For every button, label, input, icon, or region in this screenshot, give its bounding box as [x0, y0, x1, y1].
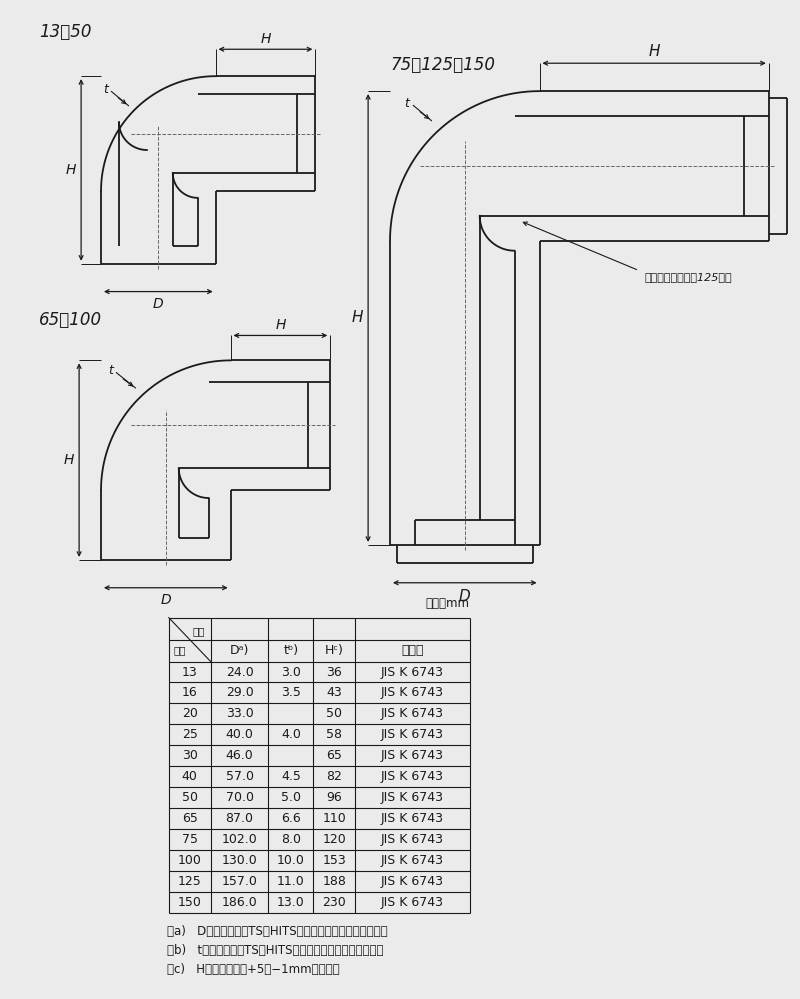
Text: 16: 16 [182, 686, 198, 699]
Text: 65: 65 [326, 749, 342, 762]
Text: 30: 30 [182, 749, 198, 762]
Text: 注a)   Dの許容差は、TS・HITS継手受口共通寸法図による。: 注a) Dの許容差は、TS・HITS継手受口共通寸法図による。 [167, 925, 387, 938]
Text: 注b)   tの許容差は、TS・HITS継手受口共通寸法図による。: 注b) tの許容差は、TS・HITS継手受口共通寸法図による。 [167, 944, 383, 957]
Text: 120: 120 [322, 833, 346, 846]
Text: t: t [103, 83, 109, 96]
Text: 157.0: 157.0 [222, 875, 258, 888]
Text: tᵇ): tᵇ) [283, 644, 298, 657]
Text: 153: 153 [322, 854, 346, 867]
Text: JIS K 6743: JIS K 6743 [381, 896, 444, 909]
Text: 4.0: 4.0 [281, 728, 301, 741]
Text: D: D [161, 592, 171, 606]
Text: JIS K 6743: JIS K 6743 [381, 791, 444, 804]
Text: 注c)   Hの許容差は、+5／−1mmとする。: 注c) Hの許容差は、+5／−1mmとする。 [167, 963, 339, 976]
Text: 70.0: 70.0 [226, 791, 254, 804]
Text: 110: 110 [322, 812, 346, 825]
Text: H: H [66, 163, 76, 177]
Text: 13.0: 13.0 [277, 896, 305, 909]
Text: 24.0: 24.0 [226, 665, 254, 678]
Text: D: D [459, 589, 470, 604]
Text: 57.0: 57.0 [226, 770, 254, 783]
Text: JIS K 6743: JIS K 6743 [381, 833, 444, 846]
Text: D: D [153, 297, 163, 311]
Text: t: t [405, 97, 410, 110]
Text: 100: 100 [178, 854, 202, 867]
Text: Dᵃ): Dᵃ) [230, 644, 250, 657]
Text: 40: 40 [182, 770, 198, 783]
Text: 36: 36 [326, 665, 342, 678]
Text: 96: 96 [326, 791, 342, 804]
Text: 単位：mm: 単位：mm [426, 597, 470, 610]
Text: 58: 58 [326, 728, 342, 741]
Text: 186.0: 186.0 [222, 896, 258, 909]
Text: JIS K 6743: JIS K 6743 [381, 770, 444, 783]
Text: 規　格: 規 格 [402, 644, 424, 657]
Text: 29.0: 29.0 [226, 686, 254, 699]
Text: JIS K 6743: JIS K 6743 [381, 686, 444, 699]
Text: 75・125・150: 75・125・150 [390, 56, 495, 74]
Text: H: H [260, 32, 270, 46]
Text: t: t [109, 364, 114, 377]
Text: JIS K 6743: JIS K 6743 [381, 812, 444, 825]
Text: 87.0: 87.0 [226, 812, 254, 825]
Text: H: H [64, 454, 74, 468]
Text: 5.0: 5.0 [281, 791, 301, 804]
Text: JIS K 6743: JIS K 6743 [381, 728, 444, 741]
Text: 4.5: 4.5 [281, 770, 301, 783]
Text: 33.0: 33.0 [226, 707, 254, 720]
Text: 記号: 記号 [193, 625, 205, 635]
Text: 13～50: 13～50 [39, 23, 92, 41]
Text: 10.0: 10.0 [277, 854, 305, 867]
Text: 150: 150 [178, 896, 202, 909]
Text: コーナーリブは、125のみ: コーナーリブは、125のみ [644, 272, 732, 282]
Text: 125: 125 [178, 875, 202, 888]
Text: JIS K 6743: JIS K 6743 [381, 854, 444, 867]
Text: 102.0: 102.0 [222, 833, 258, 846]
Text: 50: 50 [182, 791, 198, 804]
Text: H: H [648, 44, 660, 59]
Text: 65・100: 65・100 [39, 311, 102, 329]
Text: 20: 20 [182, 707, 198, 720]
Text: H: H [351, 310, 363, 325]
Text: 11.0: 11.0 [277, 875, 305, 888]
Text: 130.0: 130.0 [222, 854, 258, 867]
Text: 呼径: 呼径 [173, 645, 186, 655]
Text: Hᶜ): Hᶜ) [325, 644, 344, 657]
Text: 46.0: 46.0 [226, 749, 254, 762]
Text: 13: 13 [182, 665, 198, 678]
Text: JIS K 6743: JIS K 6743 [381, 749, 444, 762]
Text: 75: 75 [182, 833, 198, 846]
Text: 50: 50 [326, 707, 342, 720]
Text: 65: 65 [182, 812, 198, 825]
Text: 43: 43 [326, 686, 342, 699]
Text: JIS K 6743: JIS K 6743 [381, 665, 444, 678]
Text: 188: 188 [322, 875, 346, 888]
Text: 6.6: 6.6 [281, 812, 301, 825]
Text: 25: 25 [182, 728, 198, 741]
Text: JIS K 6743: JIS K 6743 [381, 875, 444, 888]
Text: JIS K 6743: JIS K 6743 [381, 707, 444, 720]
Text: 3.5: 3.5 [281, 686, 301, 699]
Text: H: H [275, 319, 286, 333]
Text: 82: 82 [326, 770, 342, 783]
Text: 3.0: 3.0 [281, 665, 301, 678]
Text: 8.0: 8.0 [281, 833, 301, 846]
Text: 230: 230 [322, 896, 346, 909]
Text: 40.0: 40.0 [226, 728, 254, 741]
